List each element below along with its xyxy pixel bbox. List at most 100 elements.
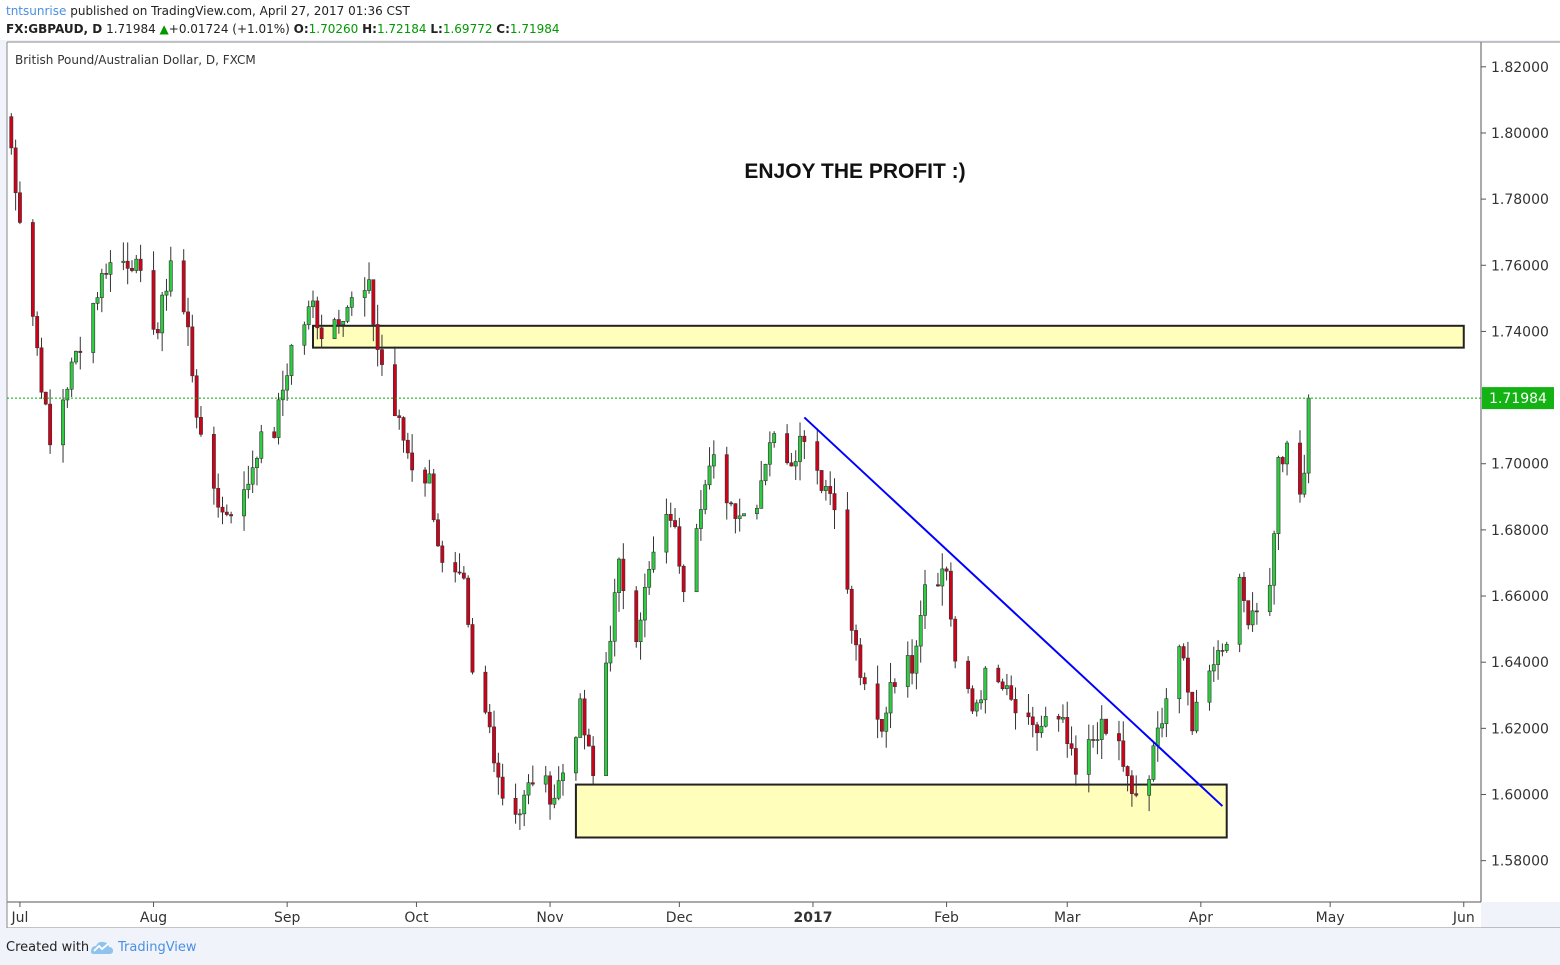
close-label: C: xyxy=(496,22,510,36)
candle-up xyxy=(604,662,608,776)
candle-up xyxy=(341,321,346,325)
candle-up xyxy=(91,303,96,353)
candle-down xyxy=(453,562,458,573)
candle-up xyxy=(914,645,919,674)
candle-down xyxy=(336,319,341,325)
candle-up xyxy=(642,586,647,621)
candle-down xyxy=(677,526,682,567)
x-tick-label: Jun xyxy=(1452,910,1475,926)
low-label: L: xyxy=(430,22,443,36)
created-with-text: Created with xyxy=(6,940,90,955)
candle-up xyxy=(1155,727,1160,747)
price-chart[interactable]: 1.71984 1.82000 1.80000 1.78000 1.76000 1.74… xyxy=(0,40,1560,928)
candle-up xyxy=(526,782,531,796)
y-tick-label: 1.64000 xyxy=(1491,655,1549,671)
candle-down xyxy=(815,441,820,471)
price-change: +0.01724 (+1.01%) xyxy=(168,22,290,36)
candle-down xyxy=(849,588,854,631)
low-value: 1.69772 xyxy=(442,22,493,36)
x-tick-label: May xyxy=(1316,910,1345,926)
publish-text: published on TradingView.com, April 27, … xyxy=(70,4,410,18)
candle-down xyxy=(1181,646,1186,659)
candle-up xyxy=(1043,716,1048,727)
candle-up xyxy=(280,389,285,401)
candle-down xyxy=(211,434,216,489)
y-tick-label: 1.82000 xyxy=(1491,60,1549,76)
price-axis[interactable] xyxy=(1481,42,1560,902)
candle-down xyxy=(397,415,402,418)
candle-up xyxy=(798,435,802,462)
x-tick-label: Oct xyxy=(404,910,429,926)
candle-down xyxy=(492,726,496,764)
candle-down xyxy=(48,403,53,446)
candle-down xyxy=(1186,657,1190,693)
publish-info: tntsunrise published on TradingView.com,… xyxy=(6,4,410,18)
tradingview-brand-link[interactable]: TradingView xyxy=(118,940,197,955)
candle-down xyxy=(892,682,897,687)
support-resistance-zone[interactable] xyxy=(574,783,1228,839)
candle-up xyxy=(983,667,988,701)
candle-down xyxy=(634,590,639,643)
candle-up xyxy=(1216,650,1221,665)
y-tick-label: 1.78000 xyxy=(1491,192,1549,208)
candle-down xyxy=(1069,743,1074,749)
trendline[interactable] xyxy=(803,416,1224,807)
last-price: 1.71984 xyxy=(106,22,156,36)
candle-up xyxy=(1099,718,1104,740)
x-tick-label: Jul xyxy=(10,910,28,926)
candle-down xyxy=(668,514,673,521)
candle-up xyxy=(1039,725,1044,734)
candle-up xyxy=(1151,745,1156,780)
candle-down xyxy=(582,698,587,736)
annotation-text: ENJOY THE PROFIT :) xyxy=(744,160,965,183)
candle-up xyxy=(1207,670,1212,703)
candle-up xyxy=(302,324,307,346)
candle-up xyxy=(711,454,716,467)
candle-up xyxy=(923,584,927,616)
candle-down xyxy=(1009,685,1014,700)
candle-down xyxy=(1220,650,1225,652)
candle-down xyxy=(315,300,320,329)
candle-up xyxy=(1276,457,1281,534)
candle-up xyxy=(285,375,290,391)
candle-up xyxy=(940,568,945,587)
candle-up xyxy=(608,640,613,664)
candle-down xyxy=(948,570,953,620)
candle-down xyxy=(880,718,884,732)
candle-down xyxy=(190,326,195,377)
ohlc-bar: FX:GBPAUD, D 1.71984 ▲+0.01724 (+1.01%) … xyxy=(6,22,560,36)
candle-up xyxy=(349,297,354,308)
candle-down xyxy=(785,433,790,464)
x-tick-label: Dec xyxy=(666,910,693,926)
candle-up xyxy=(664,514,669,553)
candle-up xyxy=(427,473,432,484)
candle-down xyxy=(151,270,156,330)
time-axis[interactable] xyxy=(7,902,1481,928)
candle-up xyxy=(259,431,264,459)
candle-up xyxy=(1272,533,1277,586)
candle-down xyxy=(423,469,427,484)
candle-up xyxy=(255,458,259,468)
candle-up xyxy=(1224,643,1229,651)
candle-down xyxy=(440,545,445,563)
candle-down xyxy=(431,473,436,521)
candle-down xyxy=(586,734,591,747)
candle-up xyxy=(552,797,557,805)
candle-down xyxy=(1190,691,1195,732)
tradingview-logo-icon[interactable] xyxy=(88,938,114,961)
candle-up xyxy=(522,794,527,815)
open-label: O: xyxy=(293,22,309,36)
candle-down xyxy=(832,493,837,511)
candle-down xyxy=(487,711,492,728)
author-link[interactable]: tntsunrise xyxy=(6,4,67,18)
candle-up xyxy=(1164,698,1169,724)
candle-up xyxy=(246,483,251,490)
candle-up xyxy=(74,350,78,363)
support-resistance-zone[interactable] xyxy=(312,324,1465,349)
candle-down xyxy=(1013,699,1018,714)
candle-up xyxy=(345,306,350,322)
candle-down xyxy=(199,417,203,435)
candle-up xyxy=(905,655,910,687)
change-up-icon: ▲ xyxy=(159,22,169,36)
candle-up xyxy=(888,682,893,714)
